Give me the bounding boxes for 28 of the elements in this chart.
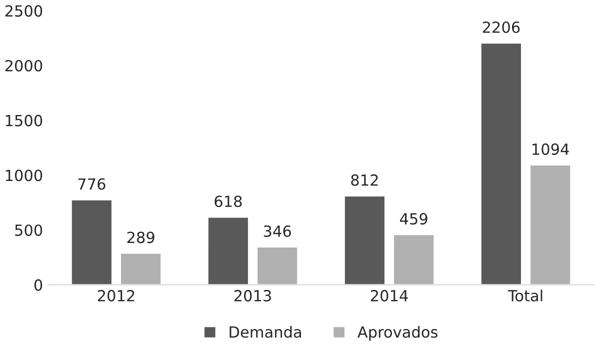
y-tick-label: 0 (34, 279, 42, 291)
bar (256, 246, 298, 285)
bar (480, 42, 522, 285)
y-tick-label: 500 (15, 224, 42, 236)
bar (529, 164, 572, 285)
data-label: 289 (127, 232, 154, 244)
bar (344, 195, 386, 285)
x-tick-label: 2014 (370, 290, 408, 302)
bar (120, 252, 162, 285)
data-label: 618 (214, 196, 242, 208)
data-label: 812 (351, 174, 378, 186)
legend-label: Aprovados (357, 326, 438, 341)
y-tick-label: 1500 (6, 114, 42, 126)
bar (392, 234, 435, 285)
data-label: 1094 (532, 143, 569, 155)
x-tick-label: 2013 (234, 290, 271, 302)
data-label: 2206 (482, 21, 520, 34)
y-tick-label: 2000 (5, 60, 42, 72)
y-tick-label: 1000 (6, 170, 42, 182)
legend-label: Demanda (230, 326, 301, 338)
data-label: 776 (78, 178, 106, 190)
x-tick-label: Total (508, 290, 542, 302)
y-tick-label: 2500 (5, 5, 42, 17)
data-label: 346 (264, 225, 291, 237)
bar (207, 216, 250, 285)
data-label: 459 (400, 213, 428, 225)
x-tick-label: 2012 (98, 290, 134, 302)
bar (70, 199, 113, 285)
